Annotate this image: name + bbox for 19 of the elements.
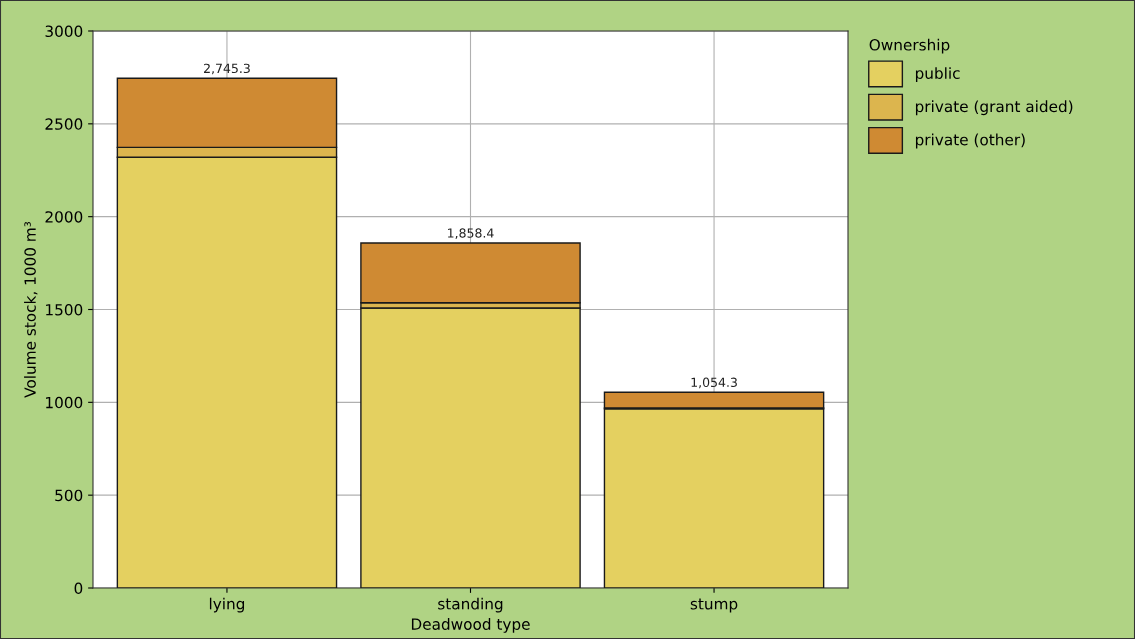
y-tick-label: 1500 <box>46 303 83 316</box>
total-label: 2,745.3 <box>204 63 250 75</box>
y-tick-label: 3000 <box>45 25 83 38</box>
y-tick-label: 1000 <box>46 396 83 409</box>
legend-label: private (other) <box>915 133 1025 149</box>
y-tick-label: 2000 <box>45 211 83 223</box>
total-label: 1,054.3 <box>691 377 737 389</box>
x-axis-title: Deadwood type <box>411 618 530 633</box>
x-tick-label: standing <box>438 597 503 613</box>
y-axis-title: Volume stock, 1000 m³ <box>24 221 38 398</box>
y-tick-label: 500 <box>55 489 83 502</box>
legend-label: public <box>915 67 960 82</box>
total-label: 1,858.4 <box>448 228 494 240</box>
legend-label: private (grant aided) <box>915 100 1073 116</box>
x-tick-label: lying <box>209 597 245 613</box>
y-tick-label: 2500 <box>45 118 83 130</box>
y-tick-label: 0 <box>74 582 83 595</box>
legend-title: Ownership <box>869 38 950 54</box>
x-tick-label: stump <box>690 598 738 613</box>
